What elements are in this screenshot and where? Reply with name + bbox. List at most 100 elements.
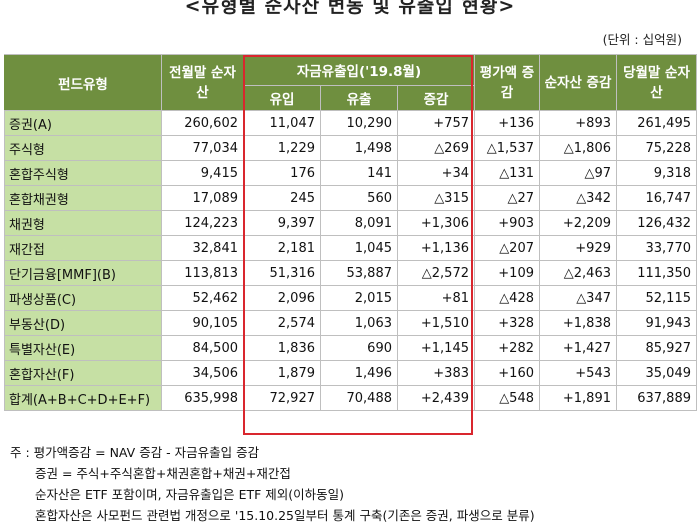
- header-net-asset-change: 순자산 증감: [539, 54, 617, 111]
- row-fund-type: 혼합주식형: [4, 160, 162, 186]
- row-cell-chg: +1,306: [397, 210, 475, 236]
- row-cell-cur: 126,432: [616, 210, 697, 236]
- row-cell-val: △27: [474, 185, 540, 211]
- row-cell-val: +282: [474, 335, 540, 361]
- row-cell-nac: △1,806: [539, 135, 617, 161]
- row-cell-out: 53,887: [320, 260, 398, 286]
- row-cell-val: +109: [474, 260, 540, 286]
- row-cell-chg: △2,572: [397, 260, 475, 286]
- row-cell-out: 70,488: [320, 385, 398, 411]
- row-cell-in: 51,316: [243, 260, 321, 286]
- row-cell-prev: 34,506: [161, 360, 244, 386]
- table-title: <유형별 순자산 변동 및 유출입 현황>: [184, 0, 516, 17]
- row-cell-out: 141: [320, 160, 398, 186]
- header-change: 증감: [397, 85, 475, 111]
- row-cell-out: 1,496: [320, 360, 398, 386]
- row-fund-type: 채권형: [4, 210, 162, 236]
- row-cell-cur: 111,350: [616, 260, 697, 286]
- footnotes: 주 : 평가액증감 = NAV 증감 - 자금유출입 증감 증권 = 주식+주식…: [10, 442, 535, 526]
- row-cell-in: 72,927: [243, 385, 321, 411]
- row-cell-cur: 91,943: [616, 310, 697, 336]
- header-flow-group: 자금유출입('19.8월): [243, 54, 475, 86]
- row-cell-nac: △2,463: [539, 260, 617, 286]
- table-row: 파생상품(C) 52,462 2,096 2,015 +81 △428 △347 52,115: [4, 285, 697, 311]
- row-cell-in: 9,397: [243, 210, 321, 236]
- row-cell-prev: 77,034: [161, 135, 244, 161]
- unit-label: (단위 : 십억원): [602, 32, 682, 47]
- row-cell-in: 1,229: [243, 135, 321, 161]
- row-cell-prev: 17,089: [161, 185, 244, 211]
- row-cell-out: 8,091: [320, 210, 398, 236]
- row-cell-cur: 85,927: [616, 335, 697, 361]
- table-row: 재간접 32,841 2,181 1,045 +1,136 △207 +929 33,770: [4, 235, 697, 261]
- row-cell-val: +903: [474, 210, 540, 236]
- row-cell-val: +328: [474, 310, 540, 336]
- row-cell-out: 1,063: [320, 310, 398, 336]
- table-row: 혼합채권형 17,089 245 560 △315 △27 △342 16,747: [4, 185, 697, 211]
- row-cell-nac: +1,891: [539, 385, 617, 411]
- row-cell-prev: 113,813: [161, 260, 244, 286]
- row-fund-type: 재간접: [4, 235, 162, 261]
- table-row: 합계(A+B+C+D+E+F) 635,998 72,927 70,488 +2,439…: [4, 385, 697, 411]
- row-cell-nac: △347: [539, 285, 617, 311]
- footnote-4: 혼합자산은 사모펀드 관련법 개정으로 '15.10.25일부터 통계 구축(기…: [35, 508, 535, 523]
- row-cell-val: +136: [474, 110, 540, 136]
- row-cell-nac: +929: [539, 235, 617, 261]
- table-row: 혼합주식형 9,415 176 141 +34 △131 △97 9,318: [4, 160, 697, 186]
- row-cell-in: 11,047: [243, 110, 321, 136]
- row-cell-chg: +1,136: [397, 235, 475, 261]
- header-valuation: 평가액 증감: [474, 54, 540, 111]
- row-cell-out: 1,045: [320, 235, 398, 261]
- footnote-3: 순자산은 ETF 포함이며, 자금유출입은 ETF 제외(이하동일): [35, 487, 345, 502]
- row-cell-in: 1,879: [243, 360, 321, 386]
- row-cell-chg: +383: [397, 360, 475, 386]
- row-cell-cur: 261,495: [616, 110, 697, 136]
- row-cell-nac: +2,209: [539, 210, 617, 236]
- row-cell-nac: +1,427: [539, 335, 617, 361]
- row-cell-val: △428: [474, 285, 540, 311]
- row-cell-nac: +543: [539, 360, 617, 386]
- row-fund-type: 단기금융[MMF](B): [4, 260, 162, 286]
- row-cell-chg: +81: [397, 285, 475, 311]
- row-cell-prev: 9,415: [161, 160, 244, 186]
- row-cell-out: 560: [320, 185, 398, 211]
- row-fund-type: 특별자산(E): [4, 335, 162, 361]
- row-cell-chg: +1,145: [397, 335, 475, 361]
- table-row: 증권(A) 260,602 11,047 10,290 +757 +136 +893 261,…: [4, 110, 697, 136]
- row-fund-type: 혼합채권형: [4, 185, 162, 211]
- table-row: 채권형 124,223 9,397 8,091 +1,306 +903 +2,209 126,…: [4, 210, 697, 236]
- row-cell-in: 1,836: [243, 335, 321, 361]
- header-inflow: 유입: [243, 85, 321, 111]
- row-cell-val: +160: [474, 360, 540, 386]
- row-cell-cur: 75,228: [616, 135, 697, 161]
- row-cell-out: 2,015: [320, 285, 398, 311]
- row-cell-chg: +757: [397, 110, 475, 136]
- row-cell-in: 176: [243, 160, 321, 186]
- header-current-month: 당월말 순자산: [616, 54, 697, 111]
- row-cell-nac: △342: [539, 185, 617, 211]
- header-fund-type: 펀드유형: [4, 54, 162, 111]
- fund-flow-table: 펀드유형 전월말 순자산 자금유출입('19.8월) 평가액 증감 순자산 증감…: [4, 54, 697, 411]
- row-cell-val: △1,537: [474, 135, 540, 161]
- row-cell-prev: 52,462: [161, 285, 244, 311]
- row-cell-out: 10,290: [320, 110, 398, 136]
- table-row: 단기금융[MMF](B) 113,813 51,316 53,887 △2,572 +10…: [4, 260, 697, 286]
- row-cell-val: △207: [474, 235, 540, 261]
- row-cell-out: 1,498: [320, 135, 398, 161]
- row-fund-type: 파생상품(C): [4, 285, 162, 311]
- row-cell-nac: +893: [539, 110, 617, 136]
- row-cell-nac: +1,838: [539, 310, 617, 336]
- row-cell-prev: 260,602: [161, 110, 244, 136]
- row-cell-cur: 52,115: [616, 285, 697, 311]
- row-fund-type: 부동산(D): [4, 310, 162, 336]
- row-cell-chg: +34: [397, 160, 475, 186]
- row-cell-in: 245: [243, 185, 321, 211]
- row-cell-chg: +1,510: [397, 310, 475, 336]
- row-fund-type: 증권(A): [4, 110, 162, 136]
- row-cell-val: △131: [474, 160, 540, 186]
- header-outflow: 유출: [320, 85, 398, 111]
- row-cell-chg: +2,439: [397, 385, 475, 411]
- row-cell-val: △548: [474, 385, 540, 411]
- row-cell-nac: △97: [539, 160, 617, 186]
- row-cell-prev: 32,841: [161, 235, 244, 261]
